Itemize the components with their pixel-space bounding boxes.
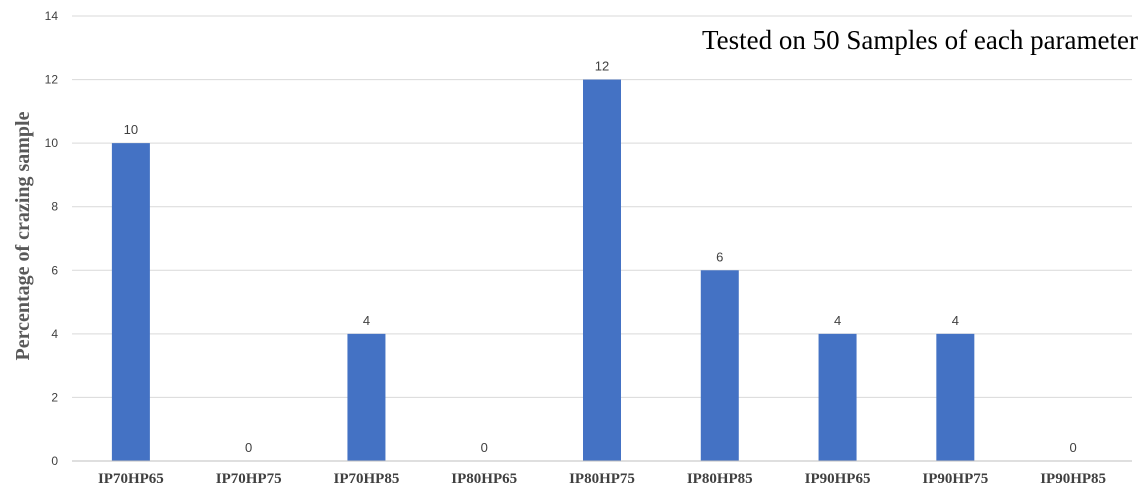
- bar: [936, 333, 975, 461]
- x-tick-label: IP80HP85: [687, 471, 753, 487]
- bars: [111, 79, 975, 462]
- y-axis-ticks: 0 2 4 6 8 10 12 14: [45, 9, 59, 468]
- bar: [583, 79, 621, 462]
- data-label: 0: [1069, 440, 1076, 455]
- data-label: 0: [481, 440, 488, 455]
- y-tick-label: 12: [45, 73, 59, 87]
- data-label: 0: [245, 440, 252, 455]
- x-tick-label: IP90HP75: [922, 471, 988, 487]
- chart-annotation: Tested on 50 Samples of each parameter: [702, 25, 1138, 55]
- data-label: 4: [952, 313, 959, 328]
- data-label: 6: [716, 249, 723, 264]
- bar: [700, 270, 739, 461]
- y-tick-label: 2: [51, 390, 58, 404]
- bar: [111, 143, 150, 461]
- y-tick-label: 4: [51, 327, 58, 341]
- y-axis-title: Percentage of crazing sample: [12, 111, 34, 360]
- bar: [347, 333, 386, 461]
- data-label: 4: [363, 313, 370, 328]
- data-label: 12: [595, 59, 609, 74]
- x-tick-label: IP80HP65: [451, 471, 517, 487]
- y-tick-label: 6: [51, 263, 58, 277]
- y-tick-label: 10: [45, 136, 59, 150]
- y-tick-label: 0: [51, 454, 58, 468]
- data-label: 4: [834, 313, 841, 328]
- x-tick-label: IP70HP85: [334, 471, 400, 487]
- x-tick-label: IP90HP85: [1040, 471, 1106, 487]
- x-tick-label: IP70HP75: [216, 471, 282, 487]
- x-tick-label: IP90HP65: [805, 471, 871, 487]
- x-tick-label: IP80HP75: [569, 471, 635, 487]
- x-axis-ticks: IP70HP65 IP70HP75 IP70HP85 IP80HP65 IP80HP75…: [98, 471, 1106, 487]
- y-tick-label: 8: [51, 200, 58, 214]
- y-tick-label: 14: [45, 9, 59, 23]
- x-tick-label: IP70HP65: [98, 471, 164, 487]
- data-label: 10: [124, 122, 138, 137]
- data-labels: 10 0 4 0 12 6 4 4 0: [124, 59, 1077, 455]
- bar: [818, 333, 857, 461]
